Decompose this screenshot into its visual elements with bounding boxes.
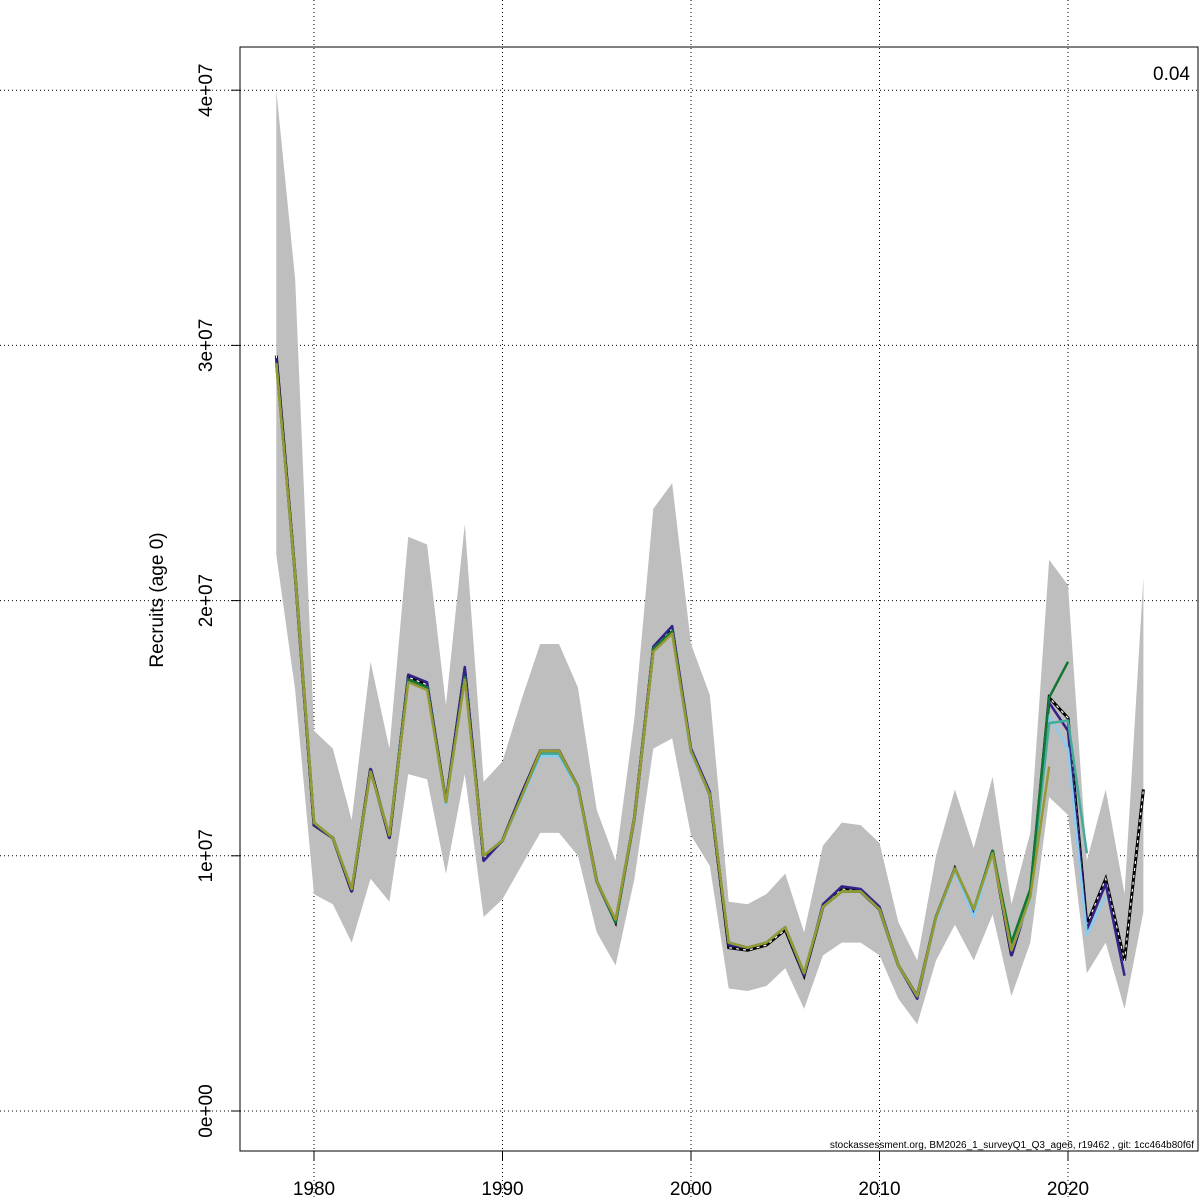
confidence-band-layer — [276, 90, 1144, 1025]
y-tick-label: 2e+07 — [196, 574, 217, 627]
x-axis: 1980 1990 2000 2010 2020 — [293, 1151, 1089, 1200]
mohns-rho-annotation: 0.04 — [1153, 64, 1190, 85]
footer-credit: stockassessment.org, BM2026_1_surveyQ1_Q… — [830, 1140, 1194, 1151]
series-line-retro-2019 — [275, 363, 1051, 998]
x-tick-label: 1980 — [293, 1179, 335, 1200]
confidence-band — [276, 90, 1144, 1025]
x-tick-label: 1990 — [481, 1179, 523, 1200]
x-tick-label: 2010 — [858, 1179, 900, 1200]
series-layer — [274, 355, 1145, 1001]
plot-frame — [239, 46, 1199, 1152]
y-axis-label: Recruits (age 0) — [147, 532, 168, 667]
y-tick-label: 1e+07 — [196, 829, 217, 882]
x-tick-label: 2000 — [670, 1179, 712, 1200]
x-tick-label: 2020 — [1047, 1179, 1089, 1200]
y-tick-label: 3e+07 — [196, 319, 217, 372]
y-tick-label: 0e+00 — [196, 1084, 217, 1137]
y-tick-label: 4e+07 — [196, 64, 217, 117]
y-axis: 0e+00 1e+07 2e+07 3e+07 4e+07 — [196, 64, 240, 1138]
